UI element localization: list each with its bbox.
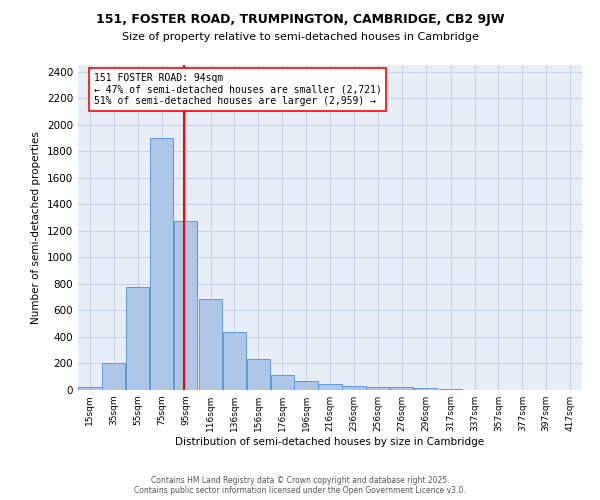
Bar bbox=[126, 287, 149, 390]
Text: 151, FOSTER ROAD, TRUMPINGTON, CAMBRIDGE, CB2 9JW: 151, FOSTER ROAD, TRUMPINGTON, CAMBRIDGE… bbox=[96, 12, 504, 26]
Bar bbox=[319, 384, 341, 390]
Bar bbox=[414, 388, 437, 390]
Bar bbox=[102, 364, 125, 390]
Bar bbox=[271, 376, 294, 390]
Text: Contains HM Land Registry data © Crown copyright and database right 2025.
Contai: Contains HM Land Registry data © Crown c… bbox=[134, 476, 466, 495]
Text: 151 FOSTER ROAD: 94sqm
← 47% of semi-detached houses are smaller (2,721)
51% of : 151 FOSTER ROAD: 94sqm ← 47% of semi-det… bbox=[94, 73, 382, 106]
Bar bbox=[150, 138, 173, 390]
Bar bbox=[247, 360, 270, 390]
Text: Size of property relative to semi-detached houses in Cambridge: Size of property relative to semi-detach… bbox=[122, 32, 478, 42]
X-axis label: Distribution of semi-detached houses by size in Cambridge: Distribution of semi-detached houses by … bbox=[175, 437, 485, 447]
Bar bbox=[78, 386, 101, 390]
Bar bbox=[223, 332, 246, 390]
Bar bbox=[199, 299, 222, 390]
Bar bbox=[366, 388, 389, 390]
Bar bbox=[439, 388, 462, 390]
Bar bbox=[390, 388, 413, 390]
Bar bbox=[342, 386, 365, 390]
Y-axis label: Number of semi-detached properties: Number of semi-detached properties bbox=[31, 131, 41, 324]
Bar bbox=[174, 221, 197, 390]
Bar bbox=[295, 382, 318, 390]
